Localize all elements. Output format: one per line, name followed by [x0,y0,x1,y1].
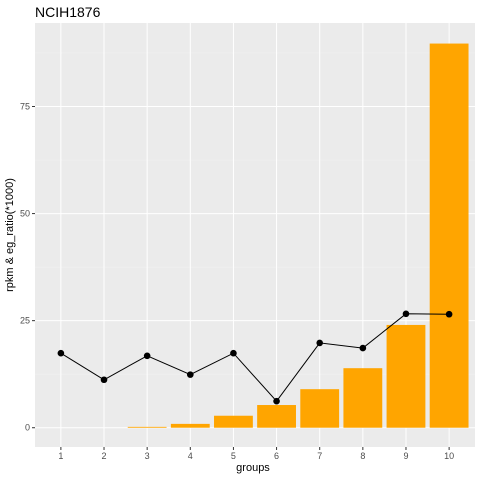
point-10 [445,310,453,318]
y-tick-label: 75 [20,102,30,112]
y-tick-label: 0 [25,423,30,433]
bar-7 [300,389,340,428]
x-tick-label: 7 [317,451,322,461]
point-5 [230,349,237,357]
y-tick-label: 25 [20,316,30,326]
x-tick-label: 8 [360,451,365,461]
point-9 [402,310,410,318]
bar-4 [170,423,210,428]
point-6 [273,397,280,405]
bar-3 [127,426,167,428]
bar-10 [429,43,469,428]
line-layer [57,310,453,405]
y-axis-title: rpkm & eg_ratio(*1000) [4,178,16,292]
x-tick-label: 1 [58,451,63,461]
point-3 [143,352,151,360]
bars-group [41,43,469,428]
bar-6 [257,405,296,428]
x-tick-label: 4 [188,451,193,461]
y-axis: 0 25 50 75 [20,102,35,433]
x-tick-label: 5 [231,451,236,461]
grid-major [35,23,475,447]
x-axis: 1 2 3 4 5 6 7 8 9 10 [58,447,454,461]
y-tick-label: 50 [20,209,30,219]
point-7 [316,339,324,347]
bar-5 [214,415,253,428]
point-2 [100,376,108,384]
bar-8 [343,368,383,428]
series-line [60,313,450,402]
x-tick-label: 9 [403,451,408,461]
x-tick-label: 3 [145,451,150,461]
bar-9 [386,324,426,428]
x-tick-label: 6 [274,451,279,461]
x-axis-title: groups [236,462,270,474]
point-4 [186,371,194,378]
point-1 [57,349,65,357]
x-tick-label: 2 [102,451,107,461]
chart-title: NCIH1876 [35,4,101,20]
x-tick-label: 10 [444,451,454,461]
point-8 [359,344,367,352]
